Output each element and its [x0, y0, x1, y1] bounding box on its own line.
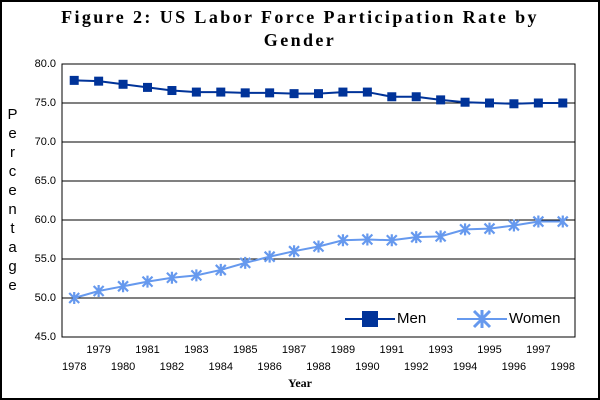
point [92, 284, 105, 297]
y-tick-label: 75.0 [35, 97, 56, 109]
legend-marker [472, 309, 492, 329]
legend-label: Men [397, 310, 426, 327]
point [215, 263, 227, 276]
y-tick-label: 70.0 [35, 136, 56, 148]
point [459, 223, 471, 236]
point [436, 95, 446, 105]
point [338, 87, 348, 97]
y-tick-label: 80.0 [35, 58, 56, 70]
point [289, 89, 299, 99]
x-tick-label: 1996 [502, 361, 526, 373]
y-tick-label: 55.0 [35, 253, 56, 265]
point [557, 215, 569, 228]
point [216, 87, 226, 97]
x-tick-label: 1992 [404, 361, 428, 373]
x-tick-label: 1998 [551, 361, 575, 373]
point [508, 219, 520, 232]
point [434, 230, 447, 243]
y-tick-label: 50.0 [35, 292, 56, 304]
chart-title: Figure 2: US Labor Force Participation R… [61, 7, 539, 50]
point [485, 98, 494, 108]
x-tick-label: 1990 [355, 361, 379, 373]
y-tick-label: 60.0 [35, 214, 56, 226]
point [532, 215, 545, 228]
point [239, 256, 251, 269]
point [558, 98, 568, 108]
point [191, 87, 201, 97]
x-tick-label: 1993 [428, 344, 452, 356]
point [288, 245, 300, 258]
point [94, 76, 104, 86]
x-tick-label: 1983 [184, 344, 208, 356]
point [118, 79, 128, 89]
legend-marker [362, 311, 378, 327]
point [533, 98, 543, 108]
point [410, 231, 422, 244]
x-tick-label: 1979 [86, 344, 110, 356]
point [362, 87, 372, 97]
x-tick-label: 1997 [526, 344, 550, 356]
point [483, 222, 496, 235]
point [314, 89, 323, 99]
point [509, 99, 519, 109]
x-tick-label: 1989 [331, 344, 355, 356]
point [387, 92, 397, 102]
point [263, 250, 276, 263]
x-tick-label: 1981 [135, 344, 159, 356]
x-tick-label: 1987 [282, 344, 306, 356]
x-tick-label: 1995 [477, 344, 501, 356]
point [117, 280, 129, 293]
x-tick-label: 1986 [257, 361, 281, 373]
x-tick-label: 1978 [62, 361, 86, 373]
x-tick-label: 1994 [453, 361, 477, 373]
y-axis-label: Percentage [4, 106, 21, 296]
point [265, 88, 275, 98]
point [141, 275, 154, 288]
y-tick-label: 45.0 [35, 331, 56, 343]
x-tick-label: 1980 [111, 361, 135, 373]
point [143, 82, 152, 92]
point [167, 86, 177, 96]
point [69, 75, 79, 85]
x-axis-label: Year [288, 376, 312, 390]
point [190, 269, 203, 282]
x-tick-label: 1982 [160, 361, 184, 373]
x-tick-label: 1991 [380, 344, 404, 356]
point [460, 97, 470, 107]
legend-label: Women [509, 310, 560, 327]
y-tick-label: 65.0 [35, 175, 56, 187]
point [386, 234, 398, 247]
point [361, 233, 374, 246]
x-tick-label: 1984 [209, 361, 233, 373]
point [411, 92, 421, 102]
x-tick-label: 1988 [306, 361, 330, 373]
point [312, 240, 325, 253]
point [68, 292, 80, 304]
point [240, 88, 250, 98]
x-tick-label: 1985 [233, 344, 257, 356]
point [337, 234, 349, 247]
plot-area [61, 63, 576, 338]
point [166, 271, 178, 284]
